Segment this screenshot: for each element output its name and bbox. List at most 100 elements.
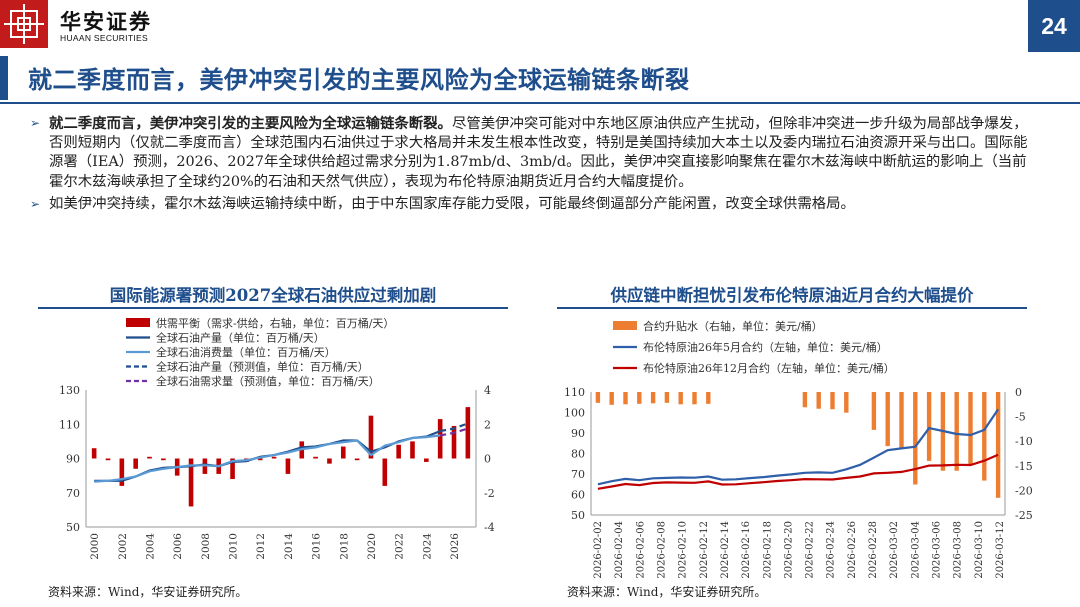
spread-bar (609, 392, 614, 405)
x-tick-label: 2006 (172, 533, 184, 560)
legend-label: 布伦特原油26年5月合约（左轴，单位：美元/桶） (643, 340, 888, 354)
y-tick-label-left: 90 (571, 427, 585, 440)
x-tick-label: 2026-03-12 (995, 521, 1006, 579)
x-tick-label: 2026-02-12 (699, 521, 710, 579)
x-tick-label: 2026-03-08 (953, 521, 964, 579)
series-line (439, 422, 469, 433)
x-tick-label: 2004 (145, 533, 157, 560)
left-chart: 50 70 90 110 130 -4 -2 0 2 4 2000 2002 2004 2006 2008 2… (59, 316, 495, 560)
legend-label: 全球石油消费量（单位：百万桶/天） (156, 345, 336, 359)
y-tick-label-left: 80 (571, 448, 585, 461)
spread-bar (706, 392, 711, 404)
x-tick-label: 2024 (421, 533, 433, 560)
balance-bar (147, 456, 152, 459)
x-tick-label: 2000 (89, 533, 101, 560)
y-tick-label-right: -25 (1015, 509, 1033, 522)
balance-bar (437, 419, 443, 459)
legend-label: 供需平衡（需求-供给，右轴，单位：百万桶/天） (156, 316, 394, 330)
x-tick-label: 2016 (311, 533, 323, 560)
y-tick-label-right: -4 (484, 521, 495, 534)
y-tick-label-left: 100 (564, 407, 585, 420)
spread-bar (954, 392, 959, 471)
legend-label: 布伦特原油26年12月合约（左轴，单位：美元/桶） (643, 361, 895, 375)
y-tick-label-right: -20 (1015, 484, 1033, 497)
x-tick-label: 2026-02-08 (656, 521, 667, 579)
spread-bar (816, 392, 821, 409)
balance-bar (271, 456, 277, 459)
bullet-text: 尽管美伊冲突可能对中东地区原油供应产生扰动，但除非冲突进一步升级为局部战争爆发，… (49, 116, 1028, 190)
legend-label: 合约升贴水（右轴，单位：美元/桶） (643, 319, 823, 333)
series-line (439, 427, 469, 437)
spread-bar (637, 392, 642, 404)
series-line (597, 453, 999, 490)
spread-bar (664, 392, 670, 403)
bullet-item: ➢ 如美伊冲突持续，霍尔木兹海峡运输持续中断，由于中东国家库存能力受限，可能最终… (30, 195, 1040, 214)
title-divider (0, 102, 1080, 104)
y-tick-label-right: -10 (1015, 435, 1033, 448)
y-tick-label-left: 50 (66, 521, 80, 534)
legend-label: 全球石油产量（单位：百万桶/天） (156, 331, 325, 345)
spread-bar (871, 392, 877, 430)
balance-bar (382, 458, 388, 486)
right-chart-source: 资料来源：Wind，华安证券研究所。 (567, 585, 767, 599)
y-tick-label-left: 110 (59, 418, 80, 431)
y-tick-label-right: -15 (1015, 460, 1033, 473)
bullet-arrow-icon: ➢ (30, 116, 41, 130)
spread-bar (692, 392, 697, 405)
spread-bar (678, 392, 683, 405)
balance-bar (396, 444, 401, 459)
y-tick-label-left: 110 (564, 386, 585, 399)
series-line (94, 434, 441, 483)
x-tick-label: 2026-02-22 (805, 521, 816, 579)
spread-bar (595, 392, 601, 403)
balance-bar (424, 458, 429, 462)
balance-bar (91, 448, 97, 459)
y-tick-label-left: 60 (571, 489, 585, 502)
balance-bar (327, 458, 332, 464)
spread-bar (899, 392, 904, 449)
brand-name-cn: 华安证券 (60, 9, 152, 34)
x-tick-label: 2026-02-14 (720, 521, 731, 579)
legend-swatch (613, 321, 637, 330)
spread-bar (830, 392, 835, 410)
y-tick-label-left: 90 (66, 453, 80, 466)
series-line (597, 408, 1000, 486)
balance-bar (368, 415, 374, 459)
x-tick-label: 2026 (449, 533, 461, 560)
balance-bar (257, 458, 263, 461)
right-chart: 50 60 70 80 90 100 110 0 -5 -10 -15 -20 -25 2026-02-0… (564, 319, 1033, 579)
x-tick-label: 2026-02-10 (678, 521, 689, 579)
y-tick-label-left: 70 (66, 487, 80, 500)
right-chart-title: 供应链中断担忧引发布伦特原油近月合约大幅提价 (610, 286, 974, 305)
y-tick-label-right: 4 (484, 384, 491, 397)
balance-bar (354, 458, 360, 461)
bullet-bold-lead: 就二季度而言，美伊冲突引发的主要风险为全球运输链条断裂。 (49, 115, 452, 132)
y-tick-label-left: 50 (571, 509, 585, 522)
x-tick-label: 2008 (200, 533, 212, 560)
page-number: 24 (1028, 0, 1080, 52)
balance-bar (119, 458, 125, 486)
x-tick-label: 2026-02-26 (847, 521, 858, 579)
x-tick-label: 2026-02-18 (762, 521, 773, 579)
brand-name-en: HUAAN SECURITIES (60, 33, 148, 43)
x-tick-label: 2010 (228, 533, 240, 560)
x-tick-label: 2012 (255, 533, 267, 560)
balance-bar (133, 458, 138, 469)
x-tick-label: 2002 (117, 533, 129, 560)
left-chart-source: 资料来源：Wind，华安证券研究所。 (48, 585, 248, 599)
y-tick-label-right: -5 (1015, 411, 1026, 424)
x-tick-label: 2026-02-02 (593, 521, 604, 579)
spread-bar (926, 392, 932, 461)
y-tick-label-right: -2 (484, 487, 495, 500)
x-tick-label: 2026-03-02 (889, 521, 900, 579)
legend-swatch (126, 318, 150, 327)
x-tick-label: 2026-02-24 (826, 521, 837, 579)
spread-bar (623, 392, 628, 405)
y-tick-label-right: 2 (484, 418, 491, 431)
spread-bar (995, 392, 1001, 498)
x-tick-label: 2026-03-10 (974, 521, 985, 579)
balance-bar (105, 458, 111, 461)
bullet-item: ➢ 就二季度而言，美伊冲突引发的主要风险为全球运输链条断裂。尽管美伊冲突可能对中… (30, 114, 1040, 192)
x-tick-label: 2026-02-06 (635, 521, 646, 579)
balance-bar (410, 441, 415, 459)
